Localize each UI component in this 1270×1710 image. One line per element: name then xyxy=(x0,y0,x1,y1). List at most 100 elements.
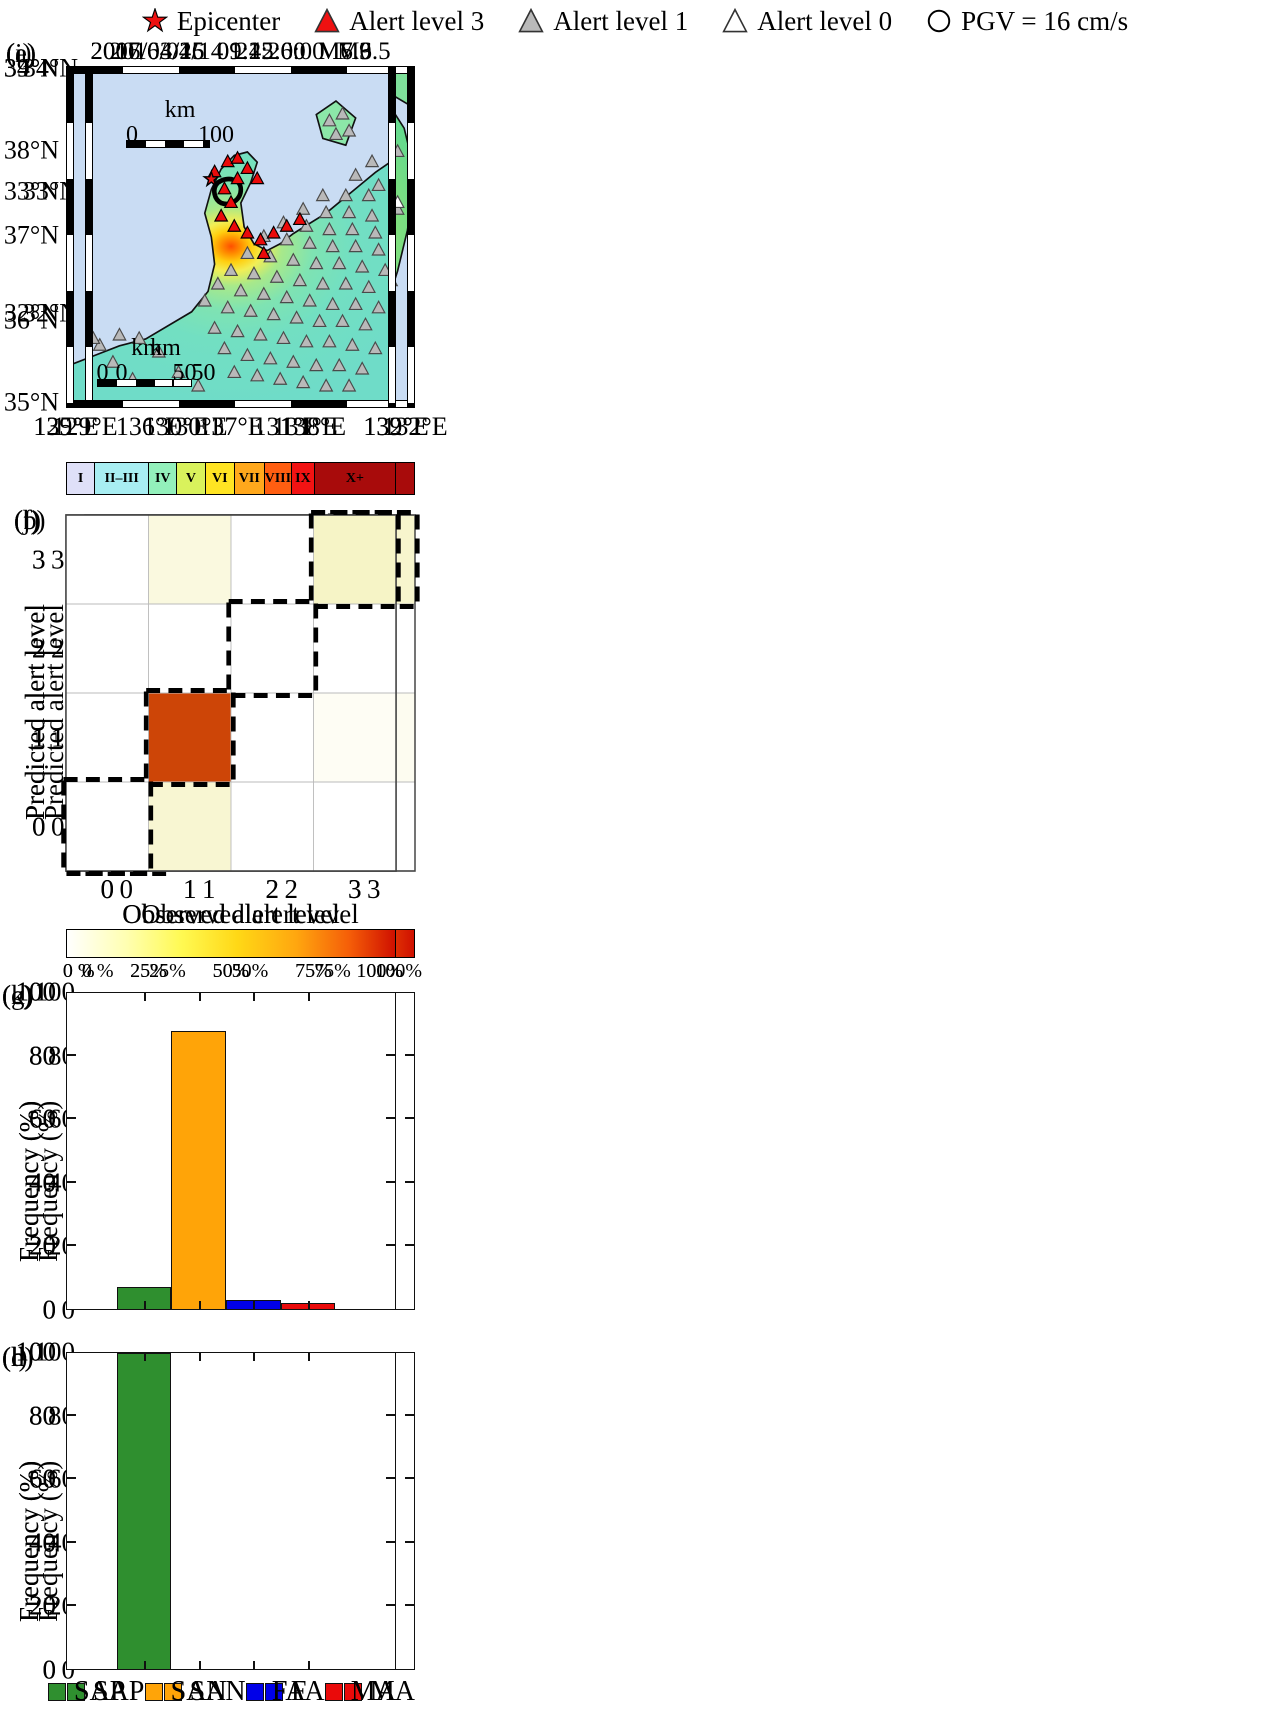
station-triangle xyxy=(371,300,386,314)
legend-label: SAP xyxy=(74,1676,126,1707)
station-triangle xyxy=(207,320,222,334)
y-tick-label: 0 xyxy=(42,1654,57,1685)
ma-color-swatch xyxy=(324,1683,343,1701)
x-tick xyxy=(198,1301,201,1309)
x-tick xyxy=(253,1661,256,1669)
fa-color-swatch xyxy=(264,1683,283,1701)
station-triangle xyxy=(250,170,265,185)
map-title-i: 2007/03/25 09:42:00 M6.9 xyxy=(90,38,372,65)
panel-letter-b: (b) xyxy=(14,505,46,535)
legend-label: PGV = 16 cm/s xyxy=(961,5,1129,36)
station-triangle xyxy=(131,330,147,345)
intensity-segment: X+ xyxy=(314,463,395,494)
station-triangle xyxy=(253,327,268,341)
station-layer xyxy=(86,106,393,392)
station-triangle xyxy=(341,204,357,219)
y-tick-label: 0 xyxy=(42,1654,57,1685)
map-i: 39°N 38°N 37°N 36°N 35°N km 0 100 xyxy=(4,54,396,416)
station-triangle xyxy=(325,238,340,253)
legend-label: Epicenter xyxy=(176,5,281,36)
intensity-segment: I xyxy=(67,463,96,494)
percentage-colorbar xyxy=(66,929,396,958)
matrix-xtick-label: 1 xyxy=(183,874,197,904)
legend-label: SAN xyxy=(170,1676,227,1707)
panel-letter-f: (f) xyxy=(14,505,41,535)
y-tick xyxy=(386,1540,395,1543)
station-triangle xyxy=(240,225,255,239)
y-tick xyxy=(67,1540,76,1543)
station-triangle xyxy=(92,337,108,351)
y-tick xyxy=(405,1054,414,1057)
station-triangle xyxy=(253,232,268,246)
percent-tick-label: 50% xyxy=(231,960,269,982)
matrix-cell xyxy=(148,693,231,782)
matrix-xtick-label: 3 xyxy=(348,874,362,904)
matrix-ytick-label: 2 xyxy=(32,633,46,663)
station-triangle xyxy=(286,354,301,368)
x-tick xyxy=(198,1353,201,1361)
san-color-swatch xyxy=(144,1683,163,1701)
legend-item: Alert level 1 xyxy=(518,6,688,37)
matrix-xtick-label: 0 xyxy=(119,874,134,904)
san-color-swatch xyxy=(163,1683,182,1701)
y-tick xyxy=(67,1414,76,1417)
y-tick-label: 0 xyxy=(42,1294,57,1325)
station-triangle xyxy=(364,208,380,222)
station-triangle xyxy=(220,300,235,314)
legend-item-sap: SAP xyxy=(48,1676,125,1708)
y-tick xyxy=(386,1477,395,1480)
matrix-ytick-label: 2 xyxy=(32,633,46,663)
station-triangle xyxy=(341,123,357,137)
x-tick xyxy=(198,1661,201,1669)
matrix-ytick-label: 3 xyxy=(32,544,46,574)
x-tick xyxy=(308,1353,311,1361)
y-tick xyxy=(405,1180,414,1183)
percent-tick-label: 25% xyxy=(130,960,167,982)
legend-label: SAN xyxy=(170,1676,227,1707)
station-triangle xyxy=(354,259,370,273)
station-triangle xyxy=(341,378,357,392)
station-triangle xyxy=(266,306,281,321)
matrix-xlabel: Observed alert level xyxy=(141,899,359,929)
station-triangle xyxy=(190,378,206,392)
y-tick-label: 20 xyxy=(29,1230,56,1261)
y-tick-label: 20 xyxy=(29,1590,56,1621)
station-triangle xyxy=(197,293,212,307)
y-tick-label: 20 xyxy=(29,1230,56,1261)
y-tick xyxy=(67,1054,76,1057)
scalebar-unit: km xyxy=(164,96,196,123)
station-triangle xyxy=(217,181,232,195)
legend-item: Alert level 0 xyxy=(722,6,892,37)
matrix-ytick-label: 0 xyxy=(32,811,46,841)
lat-tick-label: 38°N xyxy=(3,135,59,165)
x-tick xyxy=(253,1353,256,1361)
map-legend: Epicenter Alert level 3 Alert level 1 Alert… xyxy=(0,2,1270,40)
intensity-segment: VIII xyxy=(264,463,293,494)
ma-color-swatch xyxy=(343,1683,362,1701)
y-tick-label: 100 xyxy=(15,1336,57,1367)
y-tick-label: 60 xyxy=(29,1103,56,1134)
station-triangle xyxy=(338,276,354,290)
x-tick xyxy=(308,993,311,1001)
lon-tick-label: 137°E xyxy=(198,412,264,441)
station-triangle xyxy=(345,221,360,236)
triangle-icon xyxy=(518,8,544,33)
y-tick-label: 100 xyxy=(15,976,57,1007)
x-tick xyxy=(198,993,201,1001)
legend-label: Alert level 1 xyxy=(553,5,689,36)
intensity-segment: II–III xyxy=(95,463,150,494)
scalebar-end: 50 xyxy=(191,360,216,387)
station-triangle xyxy=(361,187,376,202)
legend-label: SAP xyxy=(74,1676,126,1707)
station-triangle xyxy=(210,276,226,290)
matrix-ytick-label: 1 xyxy=(32,722,46,752)
bar-sap xyxy=(116,1353,172,1669)
lon-tick-label: 138°E xyxy=(280,412,347,441)
station-triangle xyxy=(295,201,311,215)
lat-tick-label: 33°N xyxy=(3,176,59,206)
map-title-e: 2016/04/16 01:25:00 M7.3 xyxy=(90,38,372,65)
legend-item-fa: FA xyxy=(264,1676,325,1708)
y-tick xyxy=(67,1477,76,1480)
station-triangle xyxy=(279,232,294,246)
